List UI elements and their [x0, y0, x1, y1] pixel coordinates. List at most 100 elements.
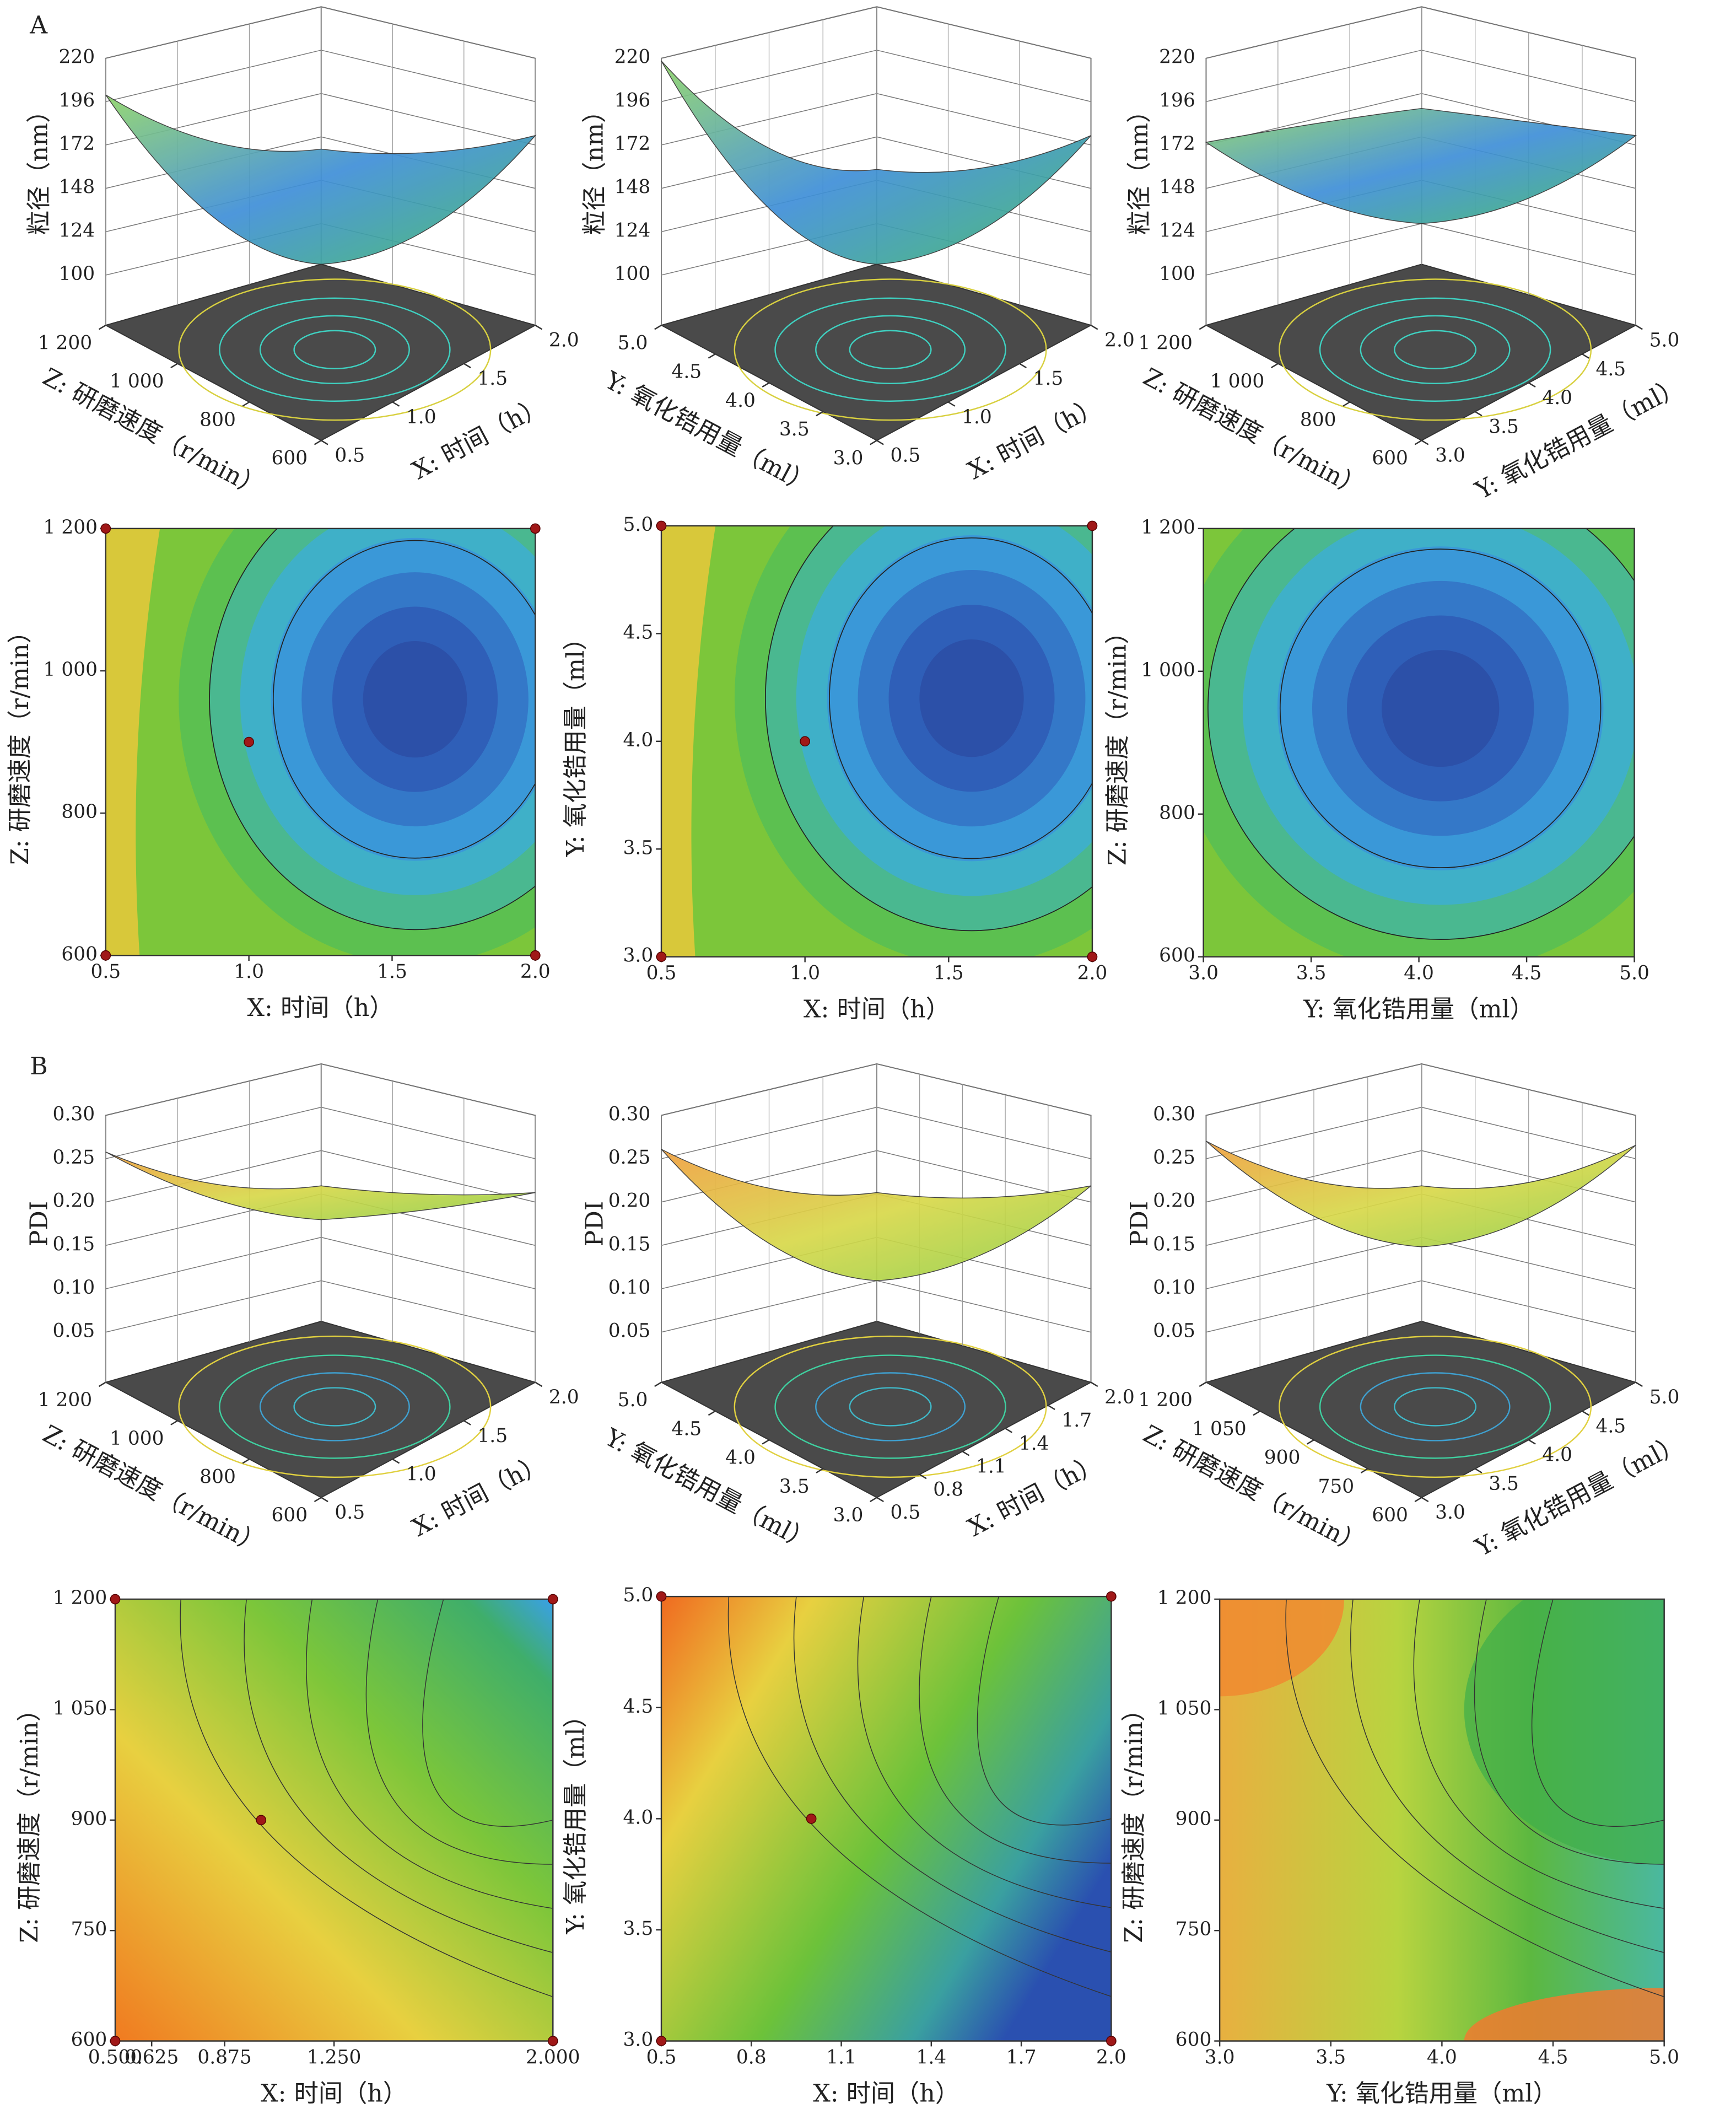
contour-fill — [115, 1599, 553, 2041]
contour-band — [1220, 1599, 1344, 1697]
contour-line — [829, 537, 1092, 859]
tick-mark — [1421, 1497, 1429, 1503]
x-tick-label: 1.0 — [962, 406, 992, 428]
y-tick-label: 1 000 — [1210, 370, 1265, 392]
z-tick-label: 220 — [58, 46, 95, 68]
x-axis-label: X: 时间（h） — [261, 2079, 407, 2107]
floor-contour — [1360, 1372, 1511, 1441]
floor-contour — [1319, 1354, 1551, 1459]
floor-contour — [178, 278, 492, 421]
x-tick-label: 1.5 — [477, 368, 508, 390]
floor-contour — [815, 315, 966, 384]
tick-mark — [870, 1497, 877, 1503]
surface — [105, 94, 537, 265]
floor-contour — [293, 1387, 376, 1427]
x-tick-label: 1.7 — [1061, 1410, 1092, 1432]
x-tick-label: 4.0 — [1542, 1444, 1572, 1466]
floor — [104, 263, 537, 442]
contour-line — [1531, 1599, 1664, 1827]
z-tick-label: 220 — [1159, 46, 1195, 68]
y-axis-label: Y: 氧化锆用量（ml） — [562, 1703, 590, 1935]
contour-line — [365, 1599, 553, 1865]
z-tick-label: 100 — [614, 263, 651, 285]
z-tick-label: 148 — [58, 176, 95, 198]
z-tick-label: 196 — [1159, 89, 1195, 111]
y-tick-label: 3.0 — [623, 2029, 654, 2051]
y-tick-label: 1 000 — [44, 659, 98, 681]
x-tick-label: 3.0 — [1188, 962, 1219, 985]
tick-mark — [535, 324, 543, 330]
x-tick-label: 3.0 — [1435, 445, 1465, 467]
contour-line — [1474, 1599, 1664, 1865]
tick-mark — [1199, 324, 1207, 330]
plot-contour: 3.0 3.5 4.0 4.5 5.0 600 750 900 1 050 1 200 Y: 氧化锆… — [1120, 1587, 1679, 2107]
z-tick-label: 0.30 — [1153, 1103, 1195, 1125]
y-axis-label: Z: 研磨速度（r/min） — [15, 1697, 44, 1943]
x-tick-label: 0.5 — [646, 962, 677, 985]
x-tick-label: 2.0 — [1104, 330, 1135, 352]
z-axis-label: 粒径（nm） — [580, 99, 608, 235]
contour-hot — [661, 525, 716, 957]
tick-mark — [1582, 1410, 1589, 1416]
z-tick-label: 0.10 — [1153, 1277, 1195, 1299]
design-point — [656, 520, 667, 531]
tick-mark — [1199, 1381, 1207, 1387]
design-point — [1106, 1591, 1117, 1602]
design-point — [800, 736, 810, 747]
design-point — [1087, 520, 1098, 531]
y-tick-label: 1 050 — [1192, 1418, 1247, 1440]
y-tick-label: 3.5 — [779, 418, 810, 440]
tick-mark — [392, 1458, 400, 1464]
tick-mark — [1528, 382, 1536, 388]
tick-mark — [1475, 1468, 1482, 1473]
y-tick-label: 1 200 — [1141, 517, 1195, 539]
z-axis-label: PDI — [25, 1201, 53, 1247]
floor-contour — [774, 1354, 1006, 1459]
tick-mark — [1360, 1468, 1368, 1473]
x-axis-label: X: 时间（h） — [247, 994, 394, 1022]
contour-band — [919, 639, 1024, 757]
x-tick-label: 4.5 — [1595, 358, 1626, 380]
floor — [104, 1321, 537, 1498]
z-tick-label: 148 — [1159, 176, 1195, 198]
z-tick-label: 220 — [614, 46, 651, 68]
z-tick-label: 0.15 — [608, 1233, 651, 1255]
x-tick-label: 1.1 — [976, 1456, 1006, 1478]
y-tick-label: 1 200 — [44, 517, 98, 539]
contour-line — [1279, 548, 1602, 868]
z-axis-label: 粒径（nm） — [25, 99, 53, 235]
y-tick-label: 800 — [200, 1466, 236, 1488]
x-tick-label: 4.5 — [1595, 1415, 1626, 1437]
x-tick-label: 0.8 — [933, 1478, 963, 1500]
z-axis-label: PDI — [580, 1201, 608, 1247]
x-tick-label: 1.7 — [1006, 2047, 1037, 2069]
x-tick-label: 1.5 — [934, 962, 964, 985]
design-point — [547, 2036, 558, 2046]
floor-contour — [259, 315, 410, 384]
x-tick-label: 1.0 — [790, 962, 820, 985]
z-tick-label: 172 — [58, 133, 95, 155]
x-tick-label: 1.5 — [377, 961, 407, 983]
floor — [1204, 263, 1637, 442]
floor-contour — [1394, 1387, 1477, 1427]
x-tick-label: 0.5 — [335, 1502, 365, 1524]
z-tick-label: 196 — [58, 89, 95, 111]
design-point — [547, 1594, 558, 1605]
z-tick-label: 0.25 — [53, 1147, 95, 1169]
tick-mark — [876, 439, 884, 445]
contour-line — [727, 1596, 1112, 1997]
surface — [1206, 1140, 1636, 1247]
design-point — [1087, 951, 1098, 962]
contour-fill — [661, 525, 1092, 957]
y-tick-label: 900 — [71, 1808, 107, 1830]
contour-band — [1464, 1599, 1664, 1864]
z-tick-label: 148 — [614, 176, 651, 198]
surface — [105, 1152, 536, 1220]
z-tick-label: 100 — [1159, 263, 1195, 285]
z-tick-label: 172 — [614, 133, 651, 155]
z-tick-label: 0.05 — [53, 1320, 95, 1342]
x-tick-label: 4.0 — [1427, 2047, 1457, 2069]
